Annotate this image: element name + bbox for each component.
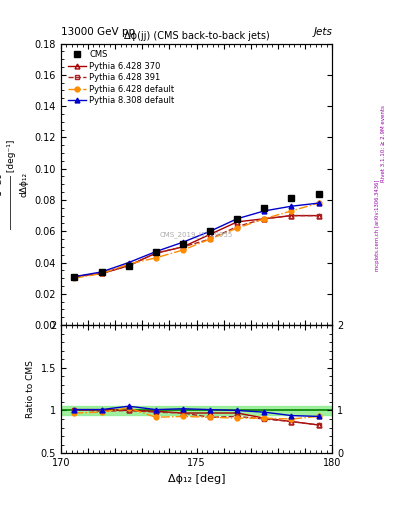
Legend: CMS, Pythia 6.428 370, Pythia 6.428 391, Pythia 6.428 default, Pythia 8.308 defa: CMS, Pythia 6.428 370, Pythia 6.428 391,…	[65, 48, 177, 108]
Bar	[61, 406, 332, 415]
Title: Δϕ(jj) (CMS back-to-back jets): Δϕ(jj) (CMS back-to-back jets)	[124, 31, 269, 41]
Text: mcplots.cern.ch [arXiv:1306.3436]: mcplots.cern.ch [arXiv:1306.3436]	[375, 180, 380, 271]
Y-axis label: 1  dσ
―――――― [deg⁻¹]
dΔϕ₁₂: 1 dσ ―――――― [deg⁻¹] dΔϕ₁₂	[0, 140, 29, 229]
Text: Rivet 3.1.10; ≥ 2.9M events: Rivet 3.1.10; ≥ 2.9M events	[381, 105, 386, 182]
X-axis label: Δϕ₁₂ [deg]: Δϕ₁₂ [deg]	[168, 474, 225, 483]
Text: 13000 GeV pp: 13000 GeV pp	[61, 27, 135, 37]
Text: Jets: Jets	[313, 27, 332, 37]
Text: CMS_2019_I1719955: CMS_2019_I1719955	[160, 231, 233, 239]
Y-axis label: Ratio to CMS: Ratio to CMS	[26, 360, 35, 418]
